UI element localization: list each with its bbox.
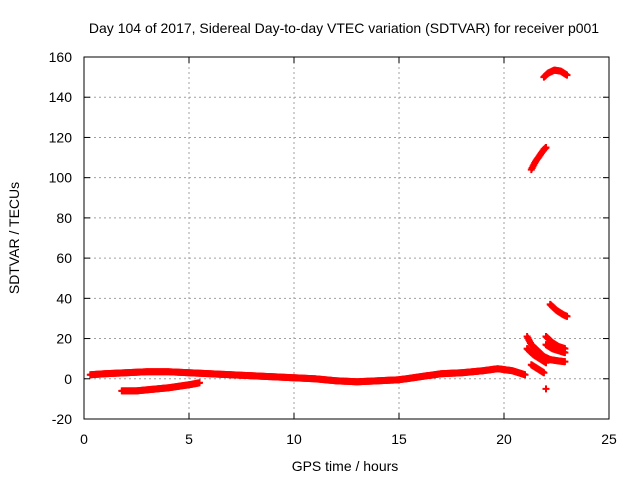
x-tick-label: 15 (391, 431, 407, 447)
x-tick-label: 10 (286, 431, 302, 447)
x-tick-label: 0 (80, 431, 88, 447)
data-point (563, 71, 571, 79)
series-late-arc-8 (540, 66, 571, 81)
series-late-arc-5 (542, 341, 569, 357)
data-point (196, 379, 203, 387)
series-late-arc-2 (523, 345, 550, 367)
data-point (521, 371, 529, 379)
x-tick-label: 25 (601, 431, 617, 447)
series-main-trace (86, 365, 529, 386)
x-tick-label: 20 (496, 431, 512, 447)
series-late-arc-6 (546, 300, 571, 320)
data-point (561, 358, 569, 366)
data-point (542, 359, 550, 367)
y-tick-label: -20 (52, 411, 72, 427)
series-late-arc-3 (527, 361, 548, 377)
chart-title: Day 104 of 2017, Sidereal Day-to-day VTE… (89, 20, 599, 36)
data-point (540, 369, 548, 377)
series-lower-trace (118, 379, 203, 395)
grid (84, 57, 609, 419)
y-tick-label: 0 (64, 371, 72, 387)
series-outlier (542, 385, 550, 393)
x-axis-label: GPS time / hours (292, 458, 399, 474)
data-point (542, 144, 550, 151)
y-tick-label: 60 (56, 250, 72, 266)
y-tick-label: 160 (49, 49, 73, 65)
y-tick-label: 80 (56, 210, 72, 226)
y-tick-label: 40 (56, 290, 72, 306)
data-point (561, 349, 569, 357)
data-point (563, 312, 571, 320)
y-axis-label: SDTVAR / TECUs (6, 182, 22, 294)
data-points (86, 66, 571, 395)
y-tick-label: 20 (56, 331, 72, 347)
plot-frame (83, 56, 610, 420)
series-late-arc-7 (527, 144, 550, 174)
data-point (542, 385, 550, 393)
y-tick-label: 120 (49, 129, 73, 145)
x-tick-label: 5 (185, 431, 193, 447)
y-tick-label: 140 (49, 89, 73, 105)
y-tick-label: 100 (49, 170, 73, 186)
axis-ticks: 0 5 10 15 20 25 -20 0 20 40 60 80 100 120 140 160 (49, 49, 617, 447)
